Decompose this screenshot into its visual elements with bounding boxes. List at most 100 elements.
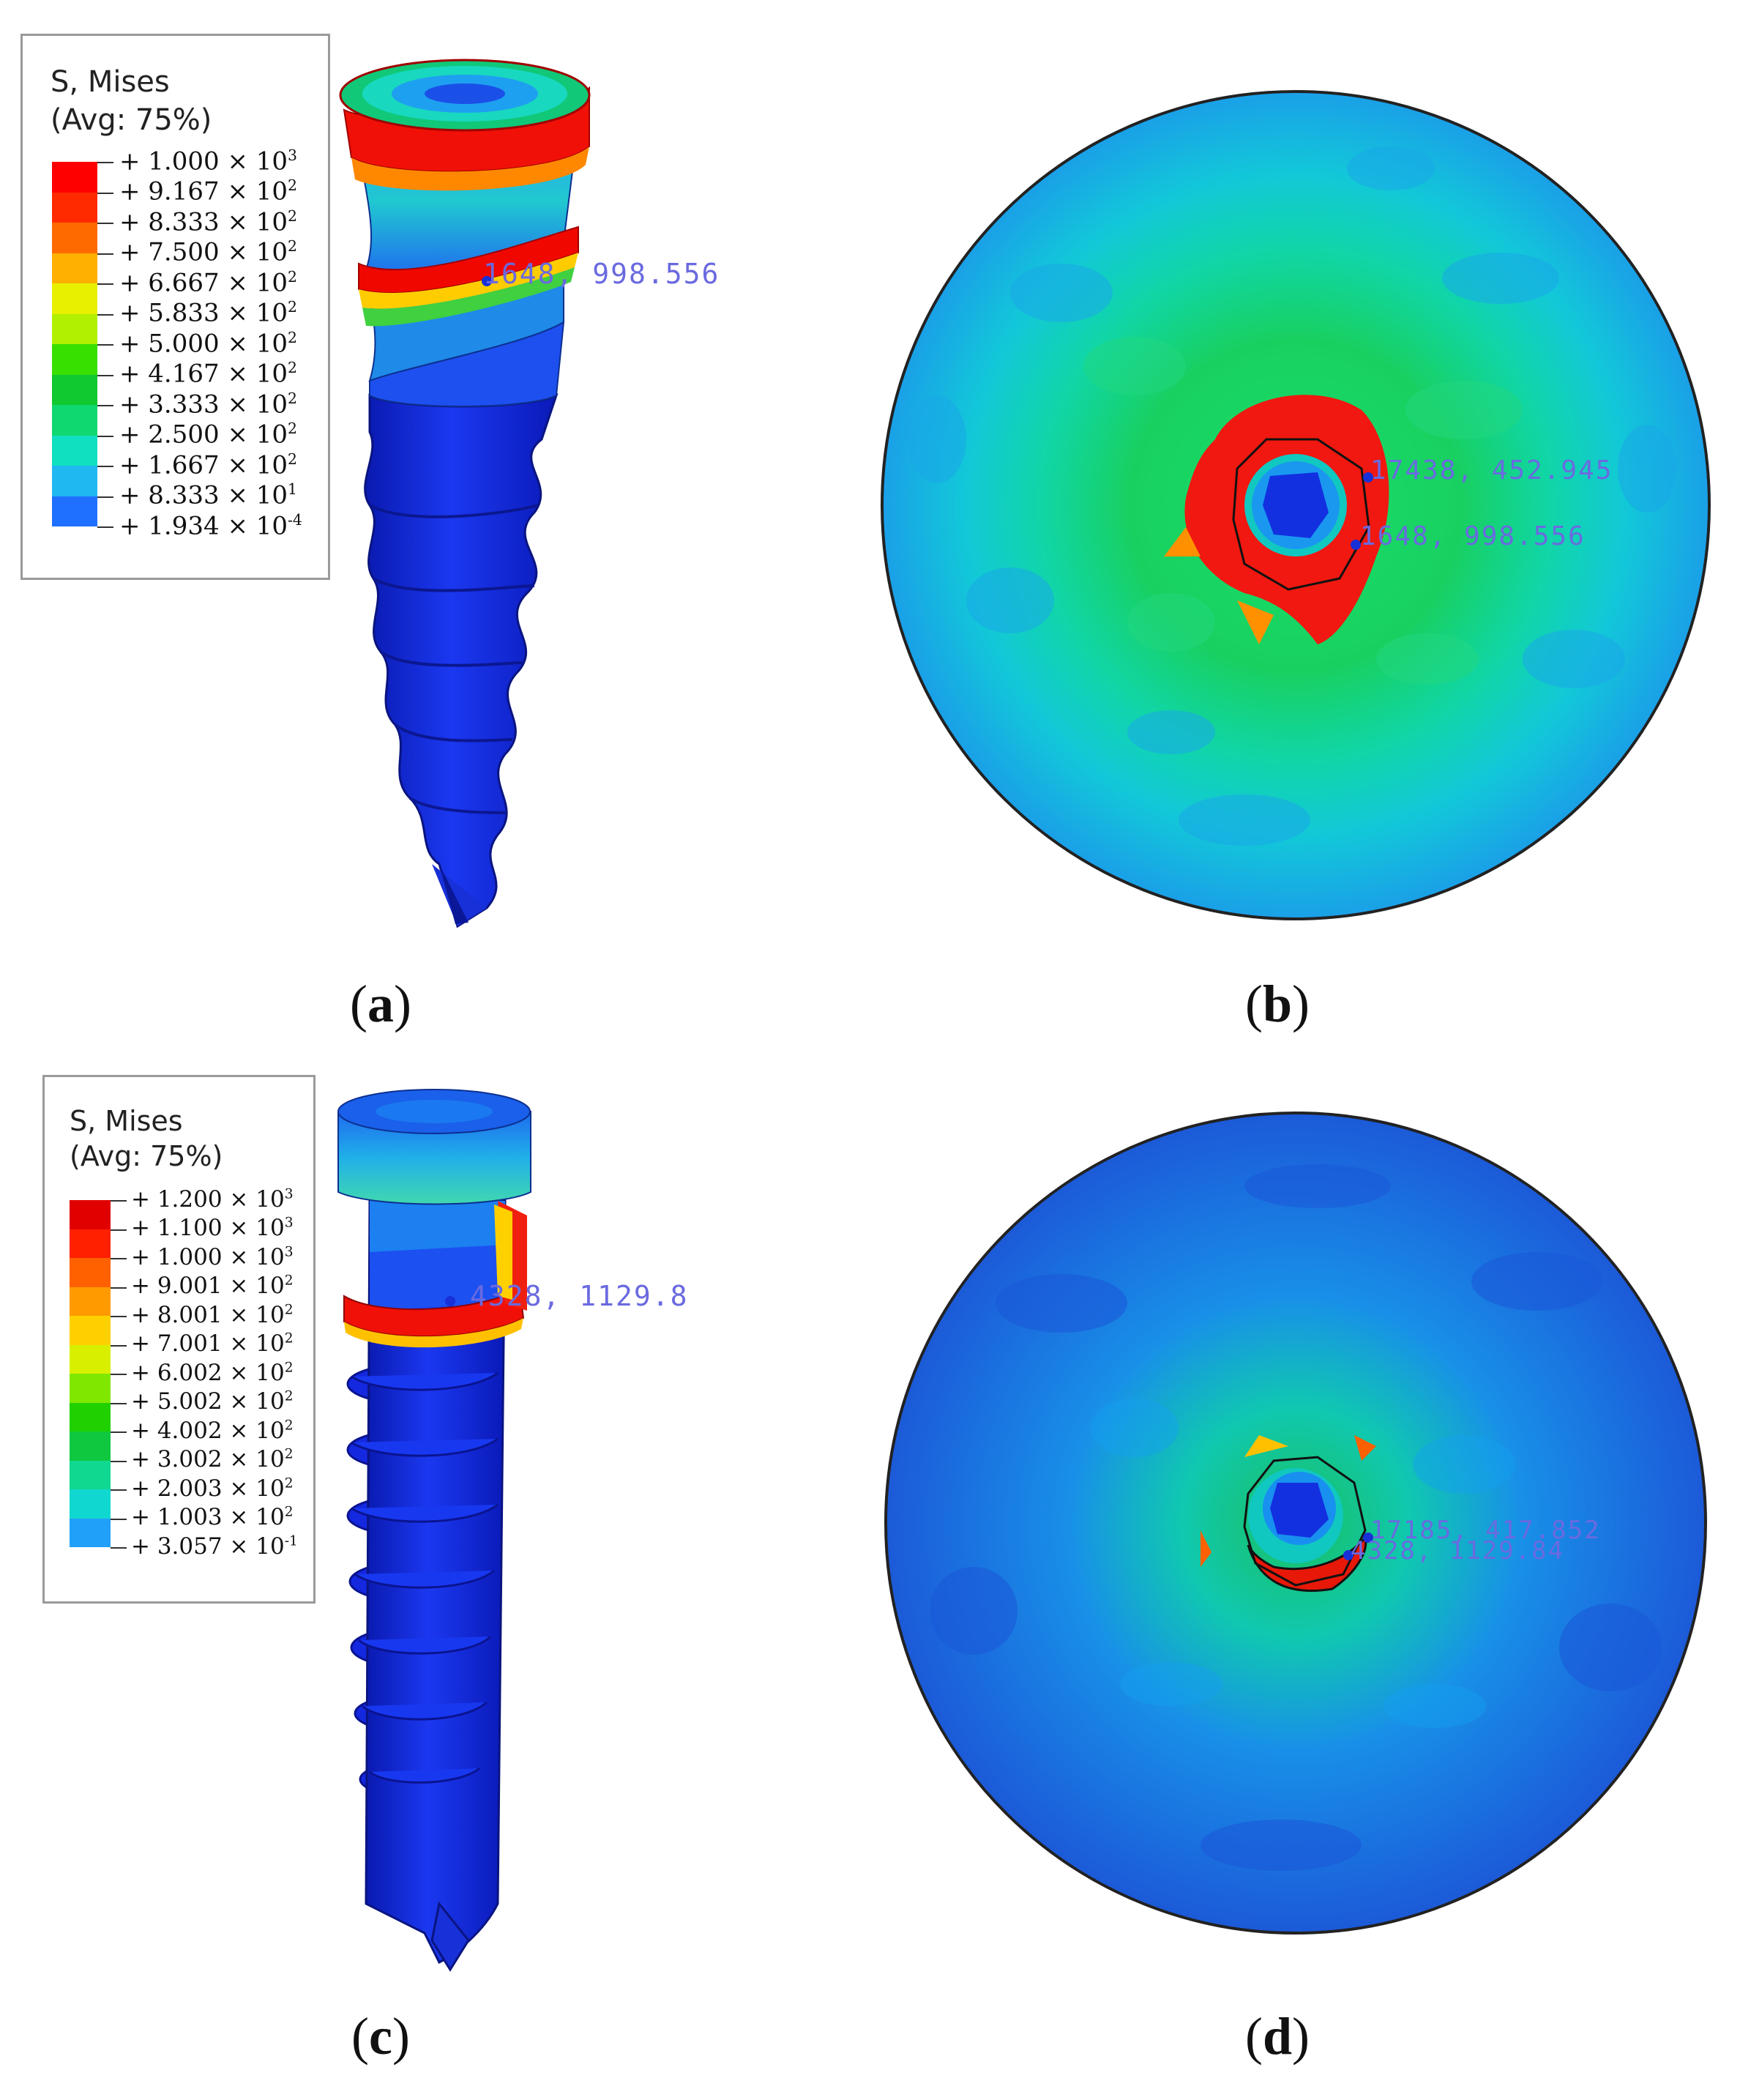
legend-entry: + 3.002 × 102 [131, 1446, 294, 1472]
legend-subtitle: (Avg: 75%) [70, 1140, 223, 1172]
legend-entry-mantissa: + 7.001 × 10 [131, 1330, 285, 1358]
legend-swatch [52, 313, 97, 344]
legend-entry-exponent: -4 [288, 510, 302, 529]
legend-title: S, Mises [51, 65, 170, 99]
legend-entry-mantissa: + 4.167 × 10 [119, 359, 288, 389]
legend-swatch [70, 1200, 111, 1229]
legend-entry-mantissa: + 1.000 × 10 [131, 1243, 285, 1270]
legend-title: S, Mises [70, 1105, 183, 1137]
caption-c: (c) [351, 2007, 410, 2066]
screw-a [339, 59, 591, 928]
legend-entry: + 3.057 × 10-1 [131, 1533, 298, 1560]
legend-entry-exponent: 2 [288, 450, 297, 468]
legend-tick [111, 1547, 127, 1549]
legend-entry-mantissa: + 8.333 × 10 [119, 207, 288, 237]
legend-tick [111, 1489, 127, 1491]
legend-entry-mantissa: + 1.000 × 10 [119, 146, 288, 176]
legend-swatch [52, 435, 97, 466]
legend-entry: + 5.000 × 102 [119, 329, 297, 358]
legend-swatch [52, 374, 97, 405]
legend-swatch [52, 405, 97, 436]
legend-entry-mantissa: + 5.000 × 10 [119, 329, 288, 359]
legend-entry-exponent: 2 [288, 389, 297, 407]
probe-dot [482, 276, 492, 286]
legend-entry-exponent: 2 [288, 298, 297, 316]
probe-label-b2: 1648, 998.556 [1360, 521, 1586, 551]
legend-tick [97, 283, 113, 285]
legend-swatch [70, 1316, 111, 1345]
legend-entry-exponent: 2 [284, 1475, 294, 1492]
legend-entry: + 8.333 × 102 [119, 207, 297, 237]
legend-entry: + 2.003 × 102 [131, 1475, 294, 1502]
legend-swatch [70, 1374, 111, 1403]
legend-entry-exponent: 2 [288, 176, 297, 195]
legend-swatch [70, 1402, 111, 1431]
legend-entry-mantissa: + 6.002 × 10 [131, 1359, 285, 1386]
disc-b [881, 90, 1711, 920]
legend-tick [97, 466, 113, 467]
legend-entry-exponent: 2 [284, 1504, 294, 1520]
legend-entry: + 1.667 × 102 [119, 450, 297, 480]
probe-dot [1351, 540, 1361, 550]
legend-swatch [52, 253, 97, 283]
legend-entry-mantissa: + 3.333 × 10 [119, 390, 288, 420]
legend-entry: + 4.167 × 102 [119, 359, 297, 388]
legend-entry-exponent: 2 [284, 1360, 294, 1376]
probe-dot [1363, 472, 1373, 483]
legend-entry: + 9.167 × 102 [119, 176, 297, 206]
legend-entry-mantissa: + 1.003 × 10 [131, 1504, 285, 1531]
legend-tick [97, 526, 113, 528]
legend-entry-exponent: 2 [288, 359, 297, 377]
legend-entry: + 7.001 × 102 [131, 1330, 294, 1357]
legend-swatch [70, 1229, 111, 1258]
legend-entry-mantissa: + 7.500 × 10 [119, 237, 288, 267]
legend-entry: + 8.333 × 101 [119, 480, 297, 510]
legend-subtitle: (Avg: 75%) [51, 103, 212, 137]
legend-entry-mantissa: + 2.500 × 10 [119, 420, 288, 450]
legend-tick [111, 1518, 127, 1520]
legend-entry: + 4.002 × 102 [131, 1418, 294, 1444]
legend-tick [97, 435, 113, 437]
probe-label-d1: 17185, 417.852 [1370, 1516, 1601, 1545]
legend-entry-mantissa: + 1.100 × 10 [131, 1215, 285, 1242]
legend-entry-exponent: 2 [284, 1330, 294, 1347]
screw-c [337, 1089, 531, 1972]
legend-entry: + 6.002 × 102 [131, 1360, 294, 1386]
legend-tick [97, 374, 113, 376]
legend-tick [111, 1258, 127, 1259]
legend-swatch [70, 1489, 111, 1519]
legend-entry-mantissa: + 9.167 × 10 [119, 176, 288, 206]
legend-entry-mantissa: + 9.001 × 10 [131, 1273, 285, 1300]
legend-entry-mantissa: + 4.002 × 10 [131, 1417, 285, 1444]
legend-tick [97, 344, 113, 346]
legend-tick [111, 1374, 127, 1375]
legend-entry-mantissa: + 8.001 × 10 [131, 1301, 285, 1328]
legend-tick [97, 253, 113, 255]
legend-tick [97, 496, 113, 498]
legend-tick [111, 1402, 127, 1404]
legend-entry: + 7.500 × 102 [119, 237, 297, 267]
legend-entry: + 3.333 × 102 [119, 390, 297, 419]
legend-tick [97, 313, 113, 316]
legend-entry-exponent: 2 [288, 420, 297, 438]
legend-tick [97, 162, 113, 163]
legend-entry: + 6.667 × 102 [119, 268, 297, 297]
legend-swatch [70, 1431, 111, 1461]
legend-swatch [52, 496, 97, 526]
legend-tick [111, 1431, 127, 1433]
legend-swatch [70, 1518, 111, 1547]
legend-entry-mantissa: + 3.002 × 10 [131, 1446, 285, 1473]
legend-tick [111, 1460, 127, 1462]
legend-entry-exponent: 3 [284, 1186, 294, 1202]
legend-tick [111, 1229, 127, 1231]
legend-entry: + 5.002 × 102 [131, 1388, 294, 1415]
legend-swatch [70, 1287, 111, 1316]
legend-c: S, Mises (Avg: 75%) + 1.200 × 103 + 1.100… [42, 1075, 315, 1604]
legend-entry-exponent: 2 [284, 1418, 294, 1434]
legend-swatch [52, 162, 97, 193]
legend-entry-exponent: -1 [284, 1533, 298, 1549]
legend-entry: + 5.833 × 102 [119, 298, 297, 327]
legend-tick [111, 1287, 127, 1289]
legend-tick [97, 192, 113, 194]
legend-swatch [70, 1258, 111, 1287]
